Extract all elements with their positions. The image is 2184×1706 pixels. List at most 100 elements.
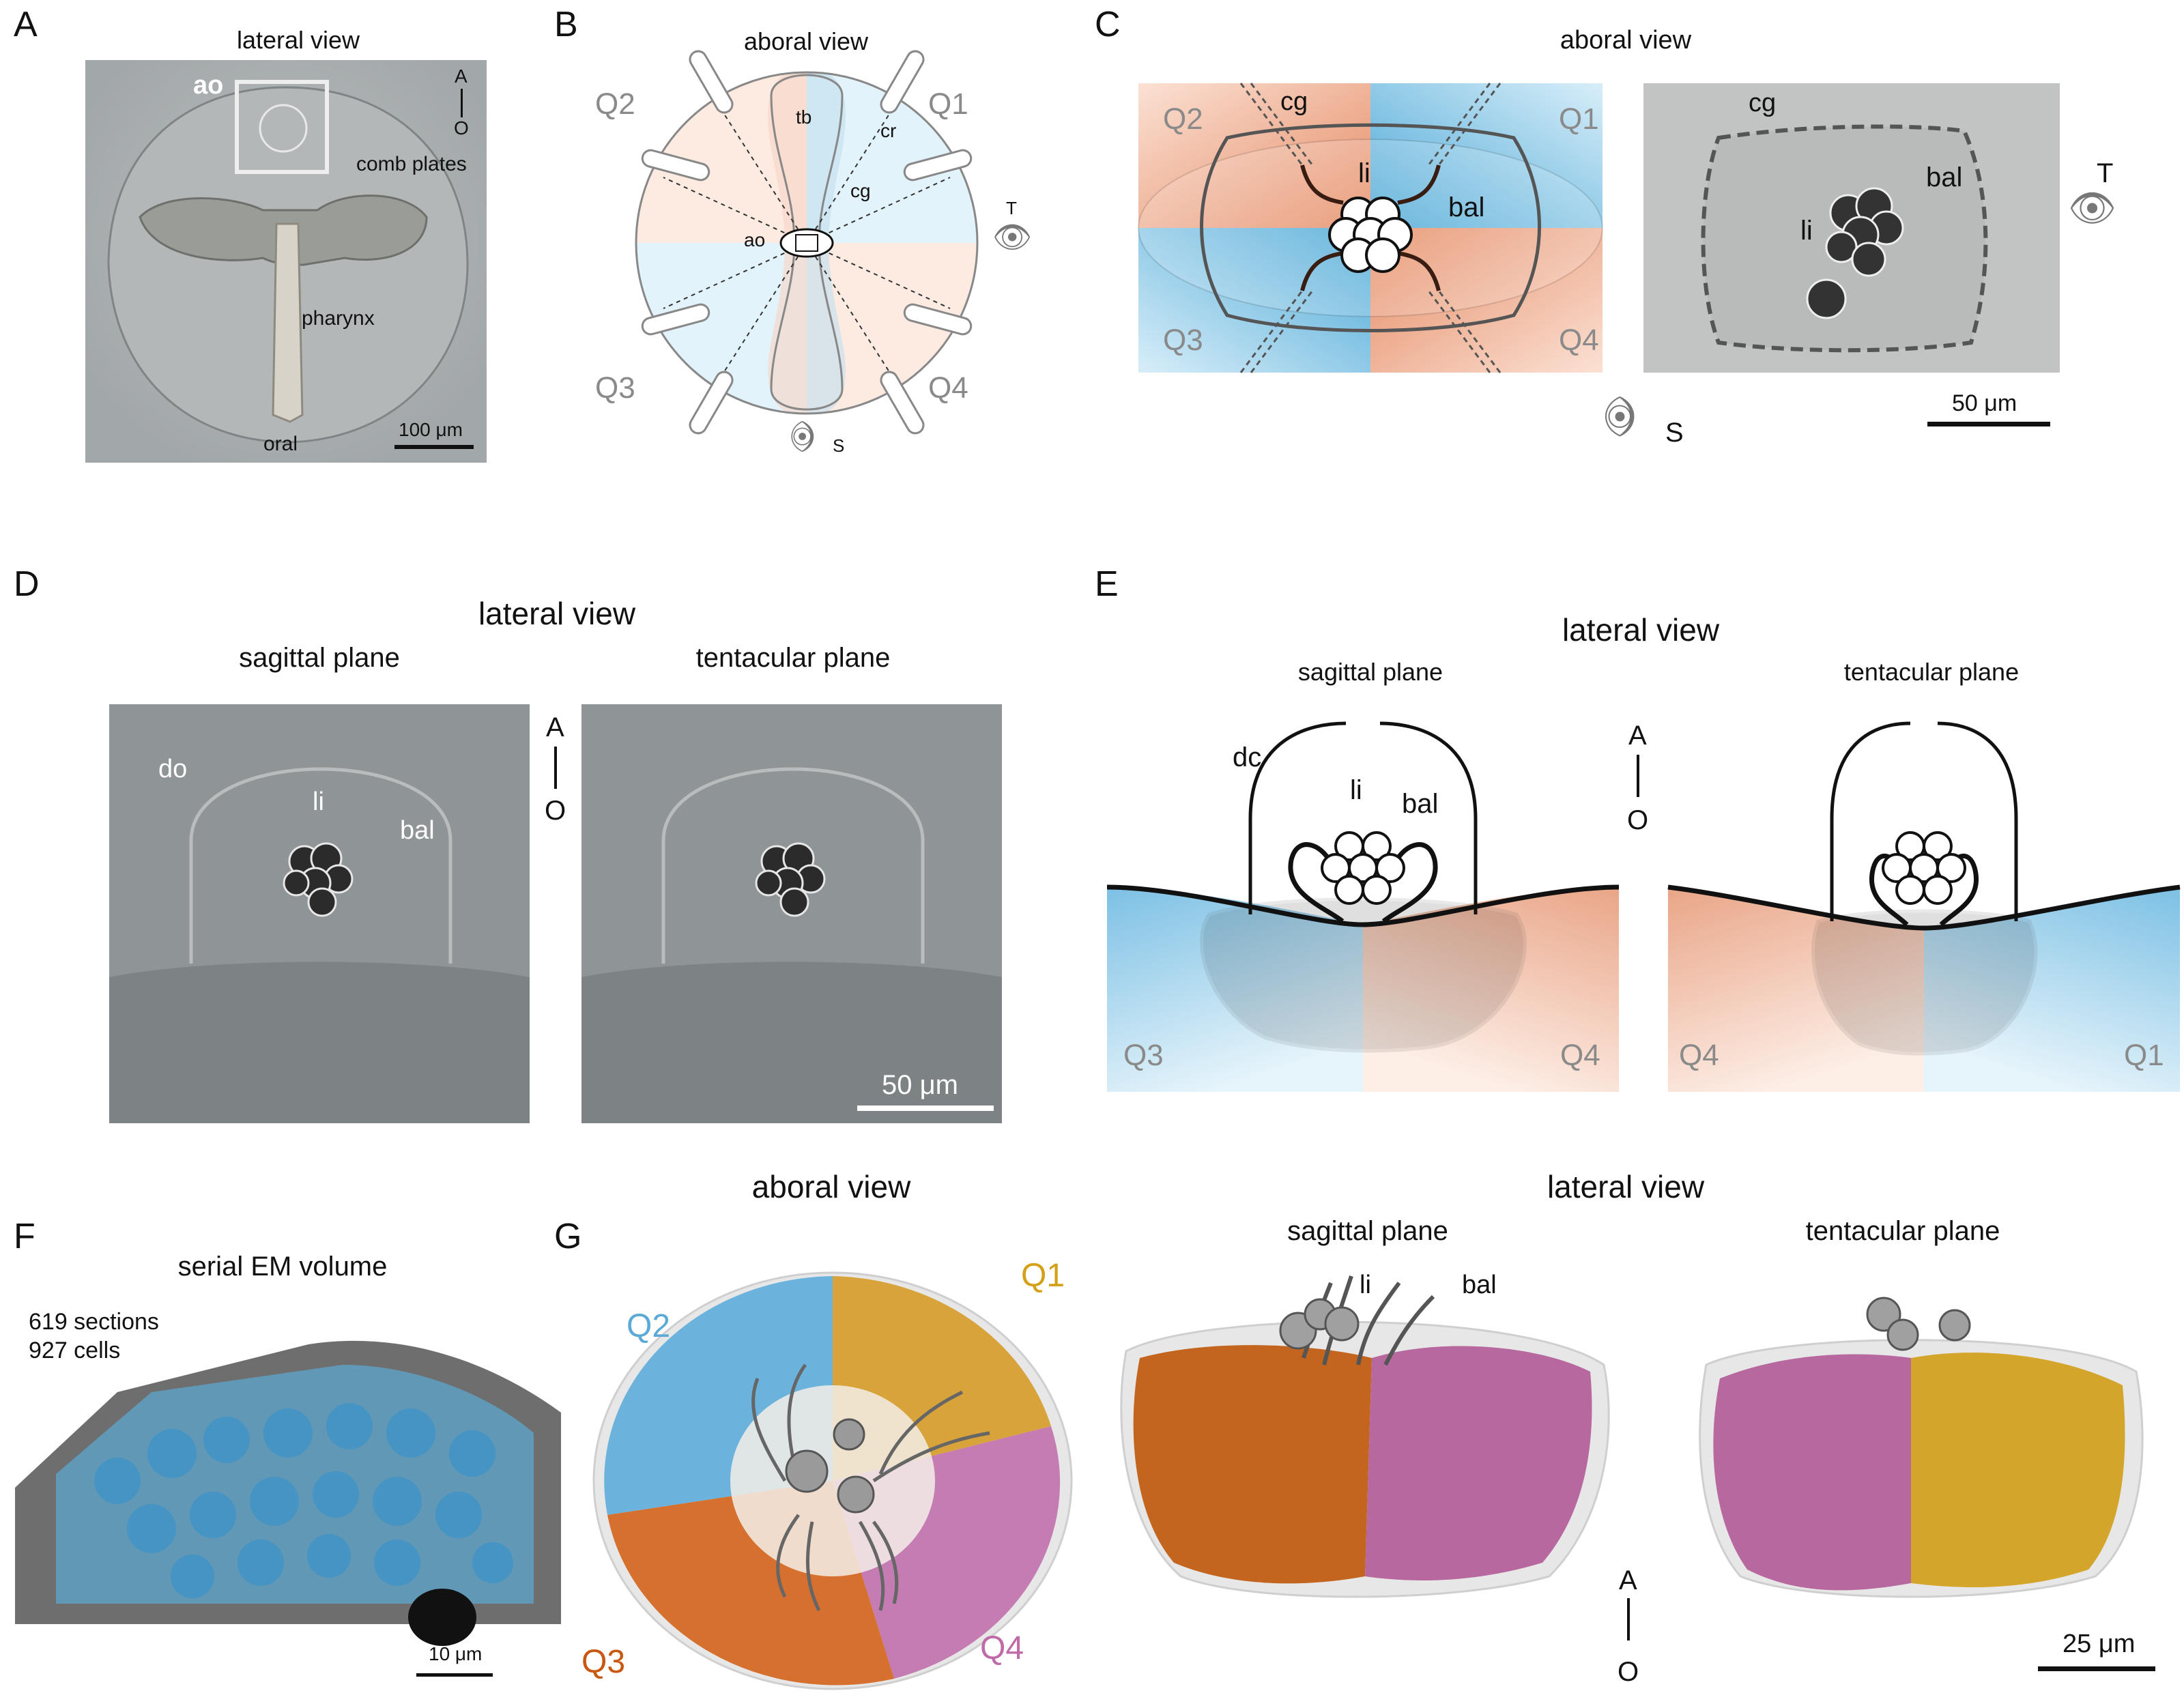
panel-a-micrograph — [85, 60, 487, 463]
panel-d-tentacular-micrograph — [581, 704, 1002, 1123]
panel-d-tentacular-title: tentacular plane — [695, 643, 891, 673]
panel-b-tb-label: tb — [796, 106, 812, 128]
panel-b-q1-label: Q1 — [928, 87, 968, 121]
panel-f-sections-label: 619 sections — [29, 1309, 159, 1335]
panel-e-li-label: li — [1350, 775, 1362, 805]
panel-d-title: lateral view — [478, 596, 636, 631]
panel-f-title: serial EM volume — [177, 1252, 388, 1282]
panel-g-li-label: li — [1360, 1271, 1371, 1299]
panel-e-q4-label: Q4 — [1560, 1039, 1600, 1072]
panel-c-micrograph — [1643, 83, 2060, 373]
panel-c-bal-label: bal — [1448, 192, 1485, 222]
panel-b-aboral-schematic — [635, 50, 979, 435]
panel-g-letter: G — [554, 1217, 582, 1256]
panel-e-q3-label: Q3 — [1123, 1039, 1164, 1072]
panel-c-photo-li-label: li — [1800, 216, 1813, 246]
panel-g-sagittal-title: sagittal plane — [1287, 1216, 1448, 1246]
panel-e-axis-o: O — [1627, 805, 1649, 835]
panel-a-ao-label: ao — [193, 71, 224, 100]
panel-e-bal-label: bal — [1402, 789, 1439, 819]
panel-e-title: lateral view — [1562, 612, 1720, 648]
panel-d-li-label: li — [313, 787, 324, 816]
panel-a-axis-o: O — [454, 117, 469, 139]
panel-c-photo-bal-label: bal — [1926, 162, 1963, 192]
panel-c-letter: C — [1095, 5, 1121, 44]
panel-e-dc-label: dc — [1233, 742, 1262, 772]
eye-icon-t: 👁 — [2068, 186, 2117, 229]
panel-f-em-volume — [15, 1340, 561, 1646]
panel-e-tentacular-title: tentacular plane — [1843, 658, 2020, 686]
panel-e-q1-label: Q1 — [2124, 1039, 2164, 1072]
panel-b-cg-label: cg — [850, 180, 871, 201]
eye-icon-bottom: 👁 — [786, 419, 817, 454]
panel-d-do-label: do — [158, 755, 188, 783]
panel-a-pharynx-label: pharynx — [302, 307, 375, 330]
panel-e-letter: E — [1095, 564, 1119, 604]
panel-d-letter: D — [14, 564, 40, 604]
panel-a-oral-label: oral — [263, 433, 298, 455]
panel-g-axis-line — [1627, 1598, 1630, 1640]
panel-d-axis-a: A — [546, 712, 564, 742]
panel-b-q4-label: Q4 — [928, 371, 968, 405]
panel-c-schematic — [1138, 83, 1603, 373]
panel-g-q2-label: Q2 — [627, 1308, 671, 1344]
panel-c-q1-label: Q1 — [1559, 102, 1599, 136]
panel-d-scale-label: 50 μm — [882, 1070, 958, 1100]
panel-d-scale-bar — [857, 1105, 994, 1111]
panel-g-q1-label: Q1 — [1021, 1258, 1065, 1294]
panel-e-axis-a: A — [1628, 721, 1647, 751]
panel-e-q4b-label: Q4 — [1679, 1039, 1719, 1072]
panel-e-axis-line — [1637, 755, 1639, 797]
panel-e-sagittal-title: sagittal plane — [1297, 658, 1443, 686]
panel-c-scale-bar — [1927, 422, 2050, 426]
panel-b-ao-label: ao — [744, 229, 766, 250]
panel-c-cg-label: cg — [1280, 87, 1308, 116]
panel-d-bal-label: bal — [400, 816, 435, 845]
panel-d-axis-o: O — [545, 796, 566, 826]
panel-b-cr-label: cr — [880, 120, 897, 141]
panel-b-title: aboral view — [743, 27, 869, 55]
panel-a-title: lateral view — [236, 26, 360, 54]
panel-a-scale-label: 100 μm — [399, 419, 463, 440]
panel-c-s-label: S — [1665, 418, 1684, 448]
panel-g-lateral-title: lateral view — [1547, 1169, 1705, 1204]
panel-e-sagittal-schematic — [1106, 721, 1620, 1092]
panel-f-cells-label: 927 cells — [29, 1338, 121, 1363]
panel-f-scale-label: 10 μm — [429, 1643, 483, 1664]
panel-f-letter: F — [14, 1217, 35, 1256]
panel-d-sagittal-micrograph — [109, 704, 530, 1123]
panel-c-scale-label: 50 μm — [1952, 390, 2017, 416]
panel-g-aboral-render — [592, 1271, 1073, 1690]
panel-f-scale-bar — [416, 1673, 493, 1677]
ctenophore-lateral-drawing — [85, 60, 487, 463]
panel-d-sagittal-drawing — [109, 704, 530, 1123]
panel-a-axis-line — [461, 89, 463, 117]
panel-g-sagittal-render — [1120, 1275, 1610, 1598]
panel-d-axis-line — [554, 747, 557, 789]
panel-g-scale-label: 25 μm — [2063, 1630, 2136, 1658]
panel-e-tentacular-schematic — [1667, 721, 2181, 1092]
panel-c-q2-label: Q2 — [1163, 102, 1203, 136]
panel-g-tentacular-title: tentacular plane — [1805, 1216, 2000, 1246]
panel-c-title: aboral view — [1560, 26, 1692, 55]
panel-c-photo-cg-label: cg — [1749, 89, 1777, 117]
panel-a-comb-plates-label: comb plates — [356, 153, 467, 175]
panel-b-s-label: S — [833, 435, 845, 456]
panel-a-letter: A — [14, 5, 38, 44]
panel-b-q3-label: Q3 — [595, 371, 635, 405]
eye-icon-s: 👁 — [1599, 394, 1639, 439]
panel-d-sagittal-title: sagittal plane — [239, 643, 400, 673]
panel-g-tentacular-render — [1699, 1297, 2144, 1598]
panel-b-q2-label: Q2 — [595, 87, 635, 121]
eye-icon: 👁 — [992, 219, 1033, 255]
panel-g-bal-label: bal — [1462, 1271, 1497, 1299]
panel-c-q3-label: Q3 — [1163, 323, 1203, 357]
panel-g-axis-o: O — [1618, 1657, 1639, 1687]
panel-g-aboral-title: aboral view — [751, 1169, 911, 1204]
panel-d-tentacular-drawing — [581, 704, 1002, 1123]
panel-g-scale-bar — [2038, 1666, 2155, 1671]
panel-c-li-label: li — [1358, 158, 1370, 188]
panel-g-q3-label: Q3 — [581, 1644, 626, 1680]
panel-c-micrograph-drawing — [1643, 83, 2060, 373]
panel-a-scale-bar — [394, 445, 474, 449]
